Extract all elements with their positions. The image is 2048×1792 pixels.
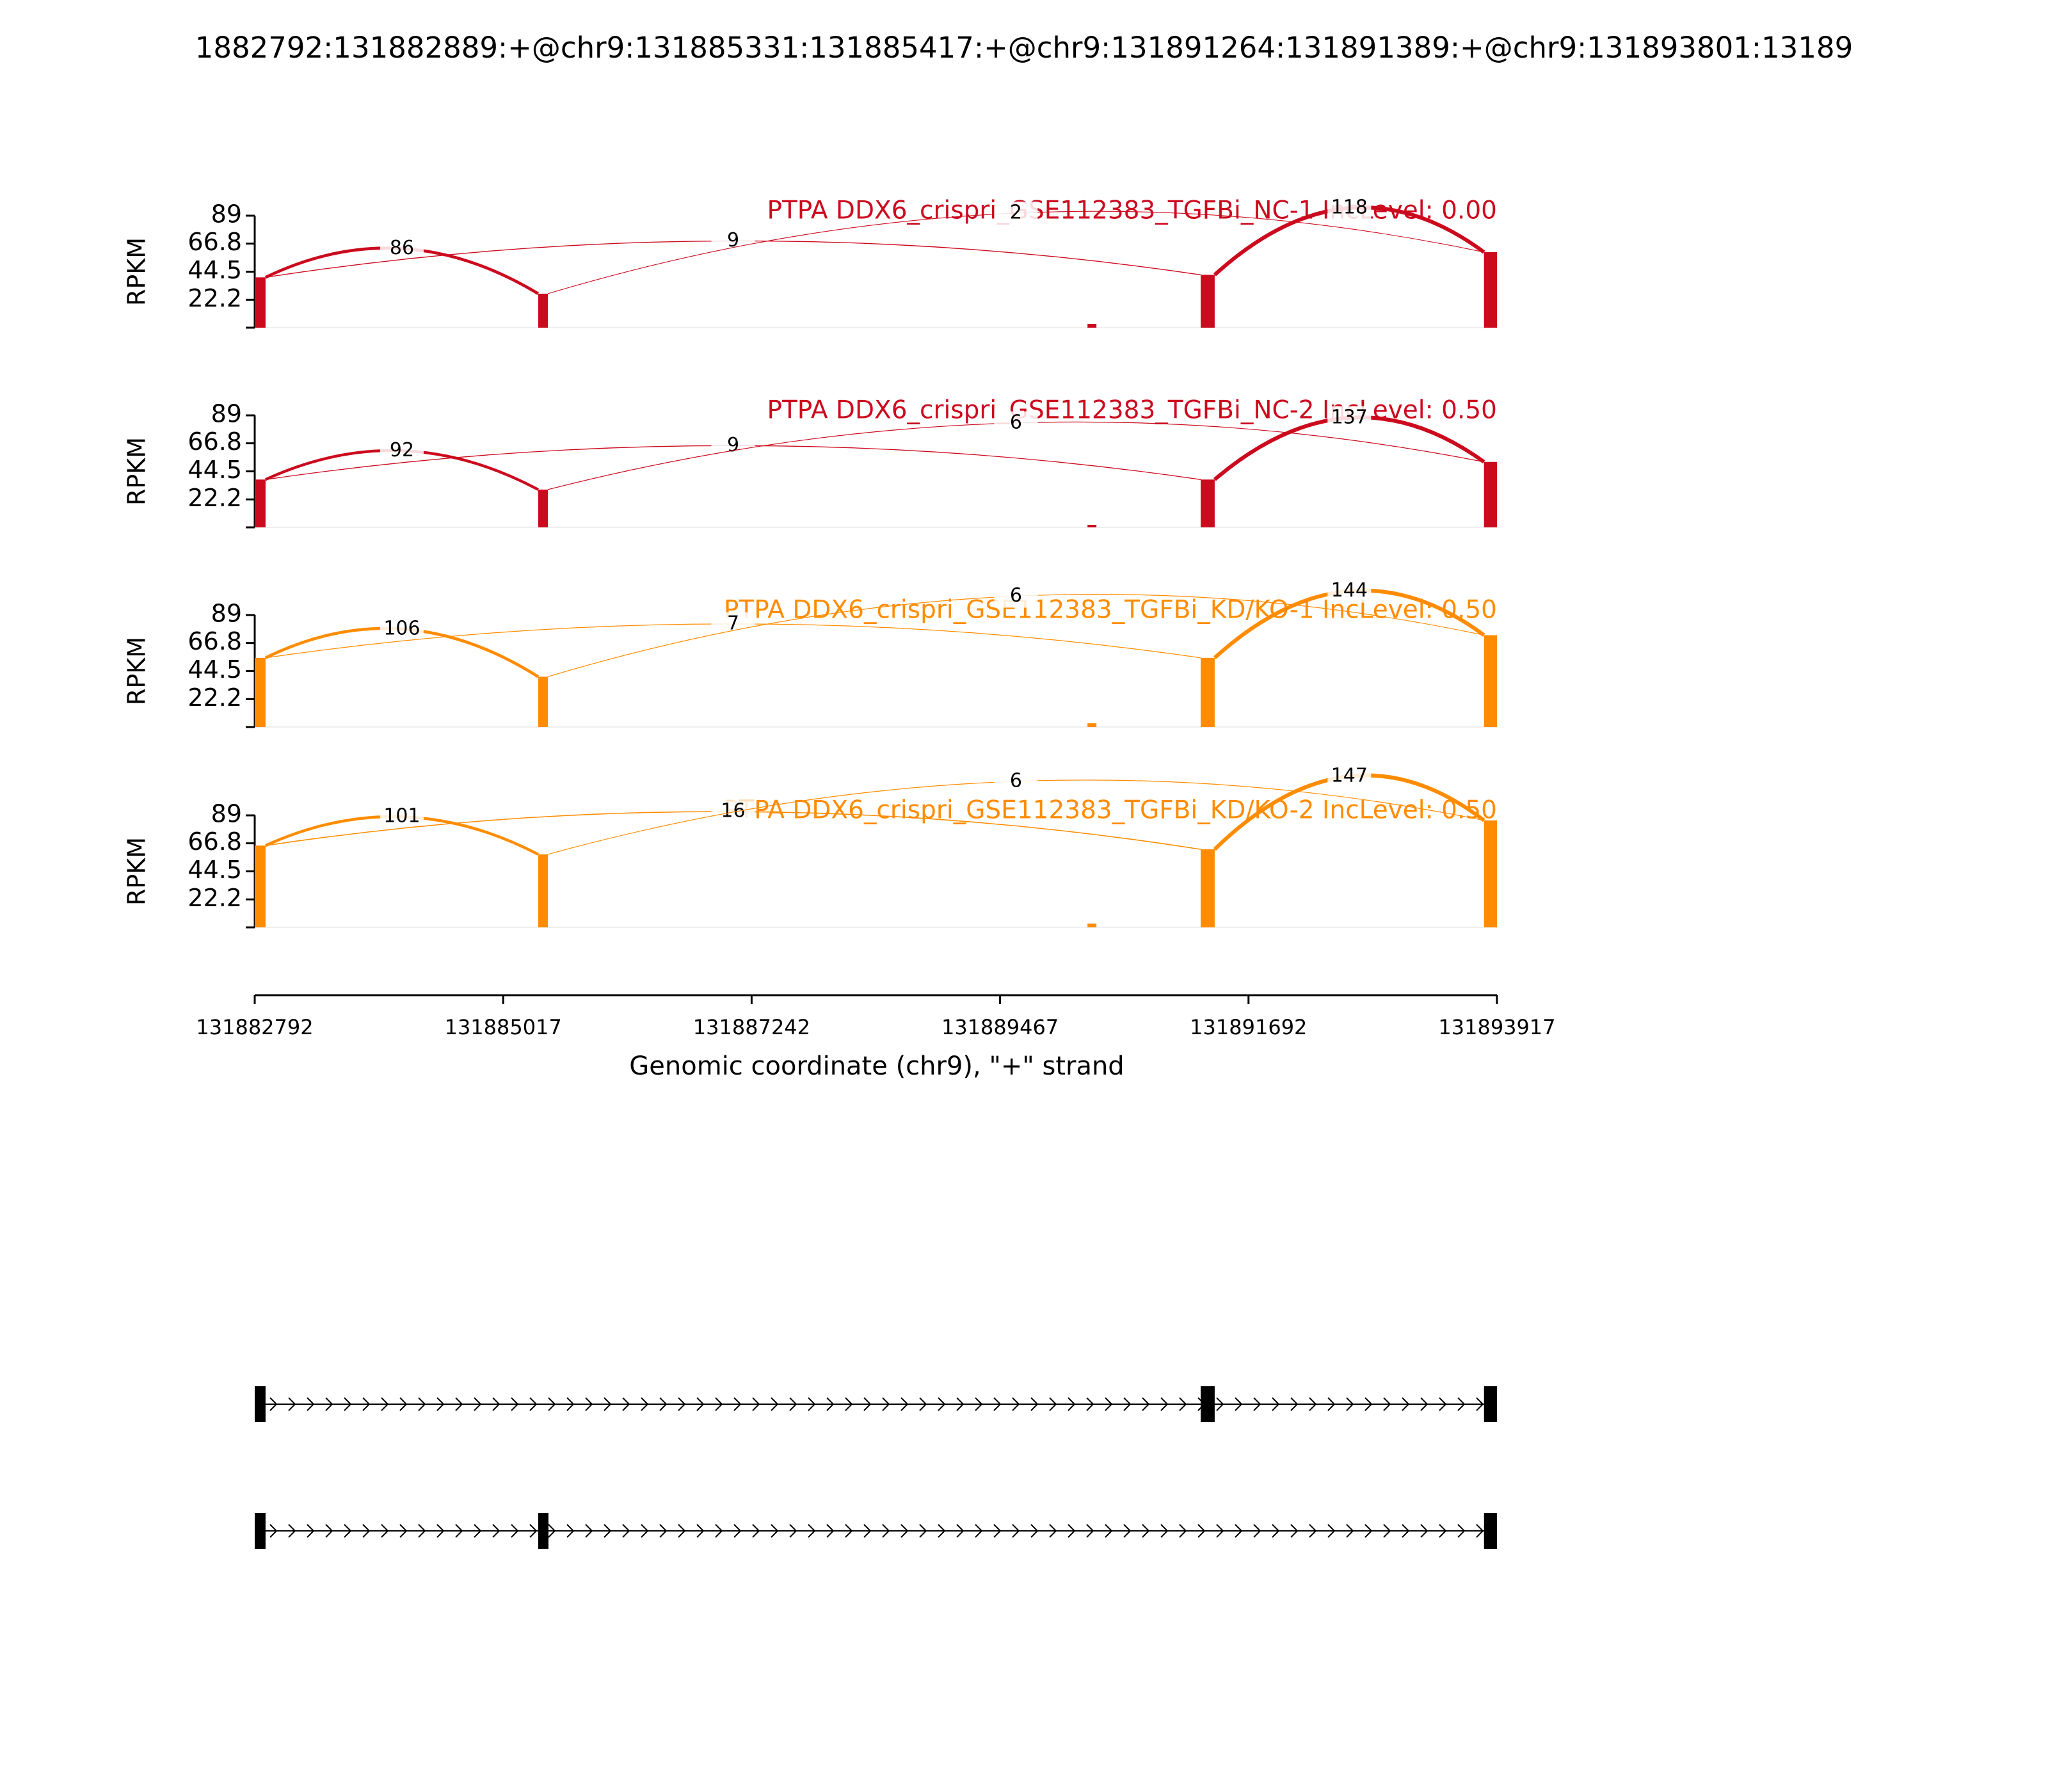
label-bg	[1327, 764, 1372, 788]
junction-label: 101	[383, 805, 420, 828]
y-tick-label: 89	[211, 400, 242, 428]
coverage	[1087, 723, 1097, 727]
label-bg	[994, 769, 1038, 793]
exon	[255, 1513, 266, 1549]
y-axis-label: RPKM	[123, 437, 151, 506]
junction-label: 106	[383, 617, 420, 639]
exon	[255, 1386, 266, 1422]
y-tick-label: 89	[211, 800, 242, 828]
junction-label: 144	[1331, 579, 1368, 602]
y-tick-label: 66.8	[188, 428, 242, 456]
label-bg	[1327, 196, 1372, 220]
label-bg	[1327, 406, 1372, 429]
coverage	[538, 490, 548, 527]
y-tick-label: 22.2	[188, 484, 242, 512]
coverage	[1201, 275, 1215, 328]
coverage	[538, 676, 548, 727]
label-bg	[711, 800, 755, 824]
x-tick-label: 131882792	[196, 1015, 313, 1039]
coverage	[1484, 252, 1497, 328]
junction-label: 16	[721, 800, 745, 822]
junction-label: 6	[1010, 769, 1022, 792]
x-tick-label: 131891692	[1190, 1015, 1307, 1039]
y-tick-label: 44.5	[188, 655, 242, 684]
label-bg	[380, 439, 424, 463]
label-bg	[380, 805, 424, 829]
panel-title: PTPA DDX6_crispri_GSE112383_TGFBi_KD/KO-…	[724, 596, 1497, 625]
junction-label: 86	[390, 237, 414, 259]
coverage	[1087, 525, 1097, 527]
coverage	[1201, 657, 1215, 727]
junction-label: 2	[1010, 202, 1022, 224]
x-tick-label: 131893917	[1438, 1015, 1555, 1039]
label-bg	[994, 411, 1038, 435]
junction-label: 7	[727, 612, 739, 634]
exon	[1484, 1513, 1497, 1549]
label-bg	[380, 237, 424, 260]
exon	[1484, 1386, 1497, 1422]
exon	[1201, 1386, 1215, 1422]
y-axis-label: RPKM	[123, 837, 151, 906]
label-bg	[711, 612, 755, 636]
y-tick-label: 44.5	[188, 856, 242, 884]
coverage	[1201, 479, 1215, 527]
junction-label: 147	[1331, 764, 1368, 787]
y-tick-label: 22.2	[188, 684, 242, 712]
y-tick-label: 89	[211, 200, 242, 228]
coverage	[255, 277, 266, 328]
coverage	[255, 657, 266, 727]
strand-arrows	[269, 1524, 1484, 1538]
coverage	[255, 479, 266, 527]
y-tick-label: 22.2	[188, 884, 242, 912]
y-tick-label: 66.8	[188, 627, 242, 655]
coverage	[538, 293, 548, 328]
strand-arrows	[269, 1397, 1484, 1411]
coverage	[255, 845, 266, 927]
label-bg	[380, 617, 424, 641]
coverage	[1201, 849, 1215, 927]
junction-label: 6	[1010, 584, 1022, 607]
junction-label: 9	[727, 229, 739, 252]
junction-label: 92	[390, 439, 414, 461]
junction-label: 6	[1010, 411, 1022, 433]
label-bg	[994, 584, 1038, 608]
coverage	[1484, 820, 1497, 927]
panel-title: PTPA DDX6_crispri_GSE112383_TGFBi_NC-1 I…	[767, 196, 1497, 225]
y-tick-label: 22.2	[188, 284, 242, 312]
junction-label: 9	[727, 434, 739, 456]
exon	[538, 1513, 548, 1549]
label-bg	[1327, 579, 1372, 603]
panel-title: PTPA DDX6_crispri_GSE112383_TGFBi_KD/KO-…	[724, 796, 1497, 825]
x-axis-label: Genomic coordinate (chr9), "+" strand	[629, 1052, 1124, 1081]
y-tick-label: 44.5	[188, 256, 242, 284]
coverage	[1484, 461, 1497, 527]
y-axis-label: RPKM	[123, 237, 151, 306]
coverage	[1484, 635, 1497, 727]
chart-title: 1882792:131882889:+@chr9:131885331:13188…	[195, 31, 1853, 65]
label-bg	[711, 229, 755, 253]
y-axis-label: RPKM	[123, 637, 151, 705]
coverage	[1087, 924, 1097, 927]
y-tick-label: 89	[211, 600, 242, 628]
y-tick-label: 44.5	[188, 456, 242, 484]
y-tick-label: 66.8	[188, 228, 242, 256]
y-tick-label: 66.8	[188, 828, 242, 856]
x-tick-label: 131885017	[445, 1015, 562, 1039]
x-tick-label: 131887242	[693, 1015, 810, 1039]
x-tick-label: 131889467	[941, 1015, 1059, 1039]
junction-label: 118	[1331, 196, 1368, 219]
label-bg	[994, 202, 1038, 225]
junction-label: 137	[1331, 406, 1368, 428]
coverage	[1087, 324, 1097, 328]
coverage	[538, 854, 548, 927]
